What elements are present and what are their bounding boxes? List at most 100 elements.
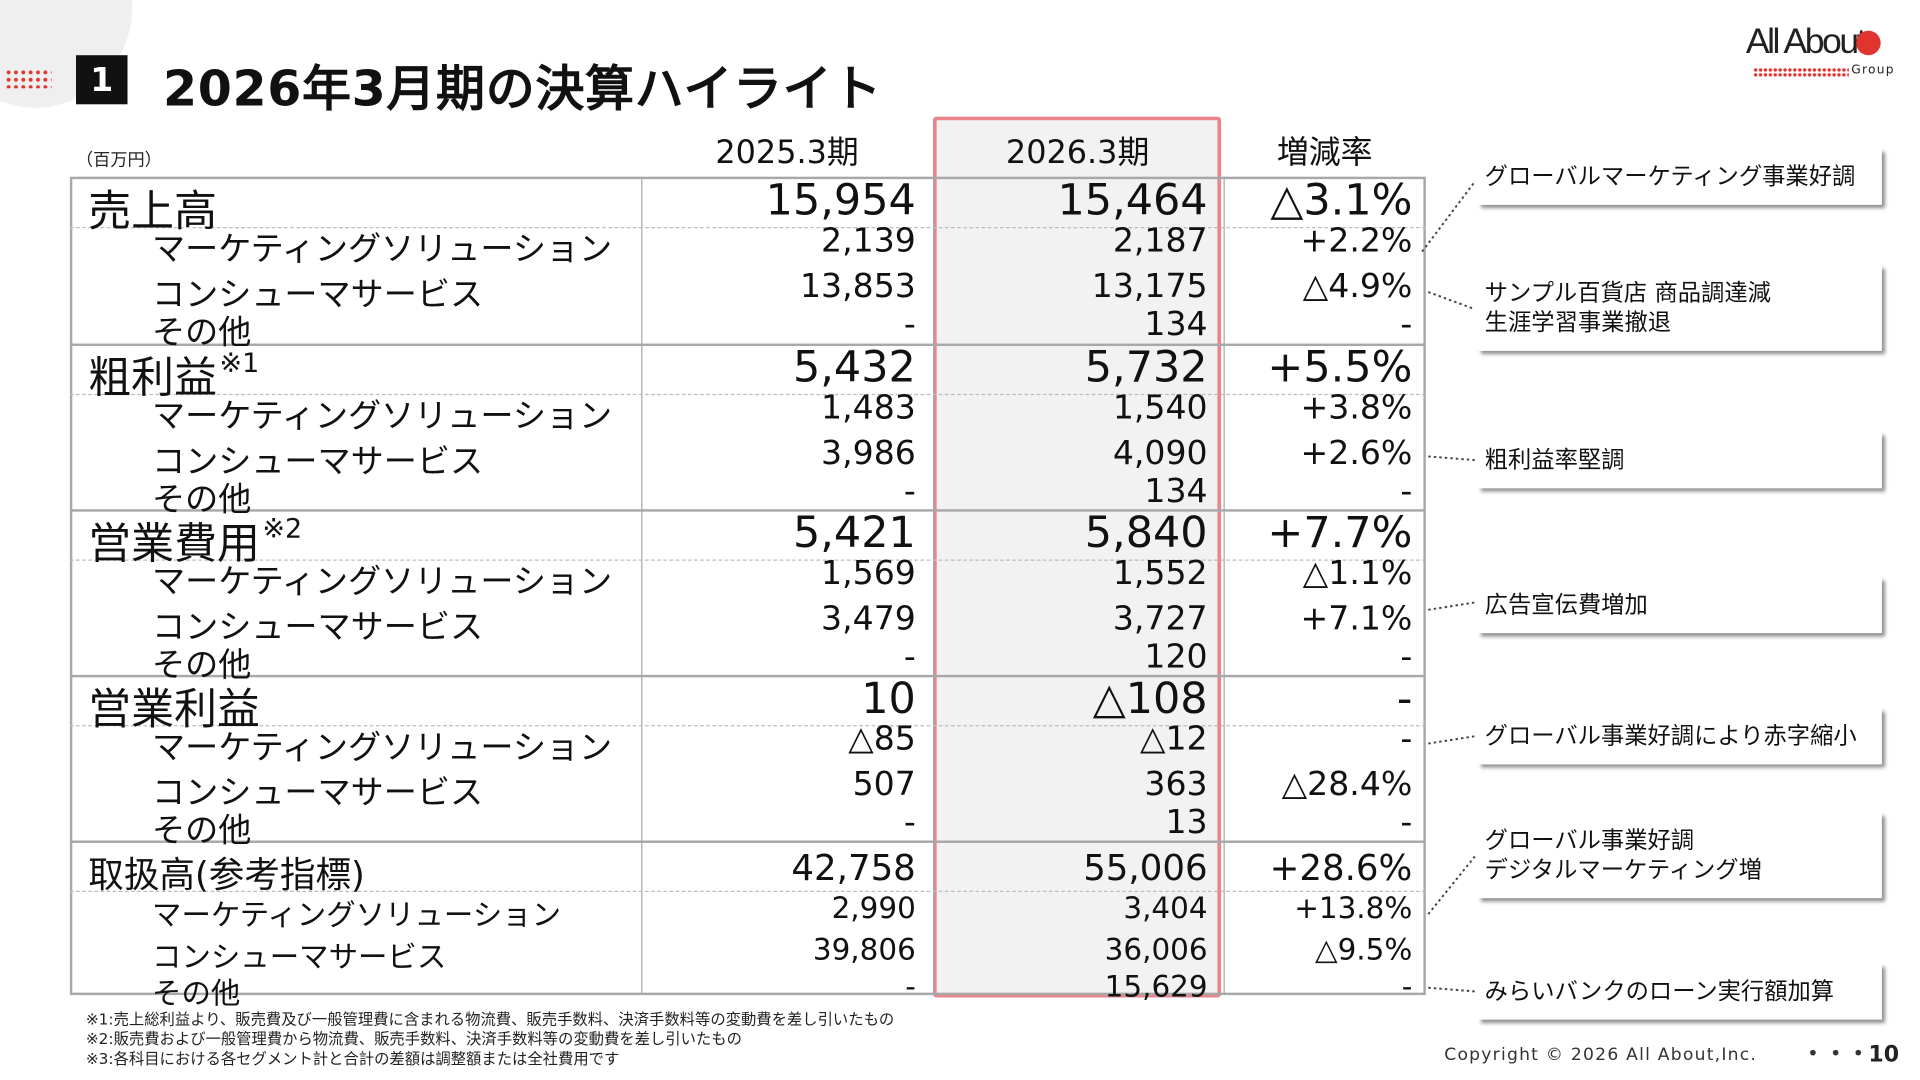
value-cell: 3,479 [821, 600, 916, 639]
value-cell: 134 [1144, 472, 1208, 511]
table-row-total: 売上高 15,954 15,464 △3.1% [0, 176, 1920, 237]
value-cell: - [1400, 305, 1413, 344]
value-cell: 15,629 [1104, 969, 1208, 1004]
value-cell: +5.5% [1267, 343, 1413, 393]
row-label-text: 売上高 [88, 187, 218, 237]
value-cell: 15,464 [1057, 176, 1208, 226]
value-cell: +2.6% [1300, 434, 1413, 473]
logo-group-label: Group [1851, 63, 1895, 78]
table-column-divider [932, 176, 935, 996]
footnote-marker: ※1 [219, 348, 260, 380]
value-cell: 5,421 [792, 509, 916, 559]
value-cell: △3.1% [1270, 176, 1413, 226]
footnote: ※1:売上総利益より、販売費及び一般管理費に含まれる物流費、販売手数料、決済手数… [85, 1009, 895, 1029]
segment-label: コンシューマサービス [152, 774, 484, 813]
value-cell: 3,404 [1123, 890, 1208, 926]
row-label: 営業費用 ※2 [88, 509, 302, 572]
unit-label: （百万円） [76, 150, 162, 171]
callout-box: グローバル事業好調 デジタルマーケティング増 [1477, 812, 1882, 899]
current-period-highlight [932, 116, 1222, 998]
page-title: 2026年3月期の決算ハイライト [163, 61, 882, 118]
value-cell: 1,483 [821, 388, 916, 427]
value-cell: △12 [1140, 720, 1208, 759]
value-cell: 507 [852, 765, 916, 804]
callout-text: グローバル事業好調 [1484, 826, 1695, 854]
segment-label: コンシューマサービス [152, 939, 447, 975]
callout-text: みらいバンクのローン実行額加算 [1484, 977, 1835, 1005]
table-row-total: 営業費用 ※2 5,421 5,840 +7.7% [0, 509, 1920, 569]
footnote: ※3:各科目における各セグメント計と合計の差額は調整額または全社費用です [85, 1049, 620, 1068]
callout-text: 粗利益率堅調 [1484, 446, 1625, 474]
value-cell: - [1401, 969, 1413, 1004]
value-cell: +13.8% [1294, 890, 1413, 926]
callout-text: 広告宣伝費増加 [1484, 591, 1648, 619]
callout-text: 生涯学習事業撤退 [1484, 309, 1672, 337]
callout-box: グローバルマーケティング事業好調 [1477, 148, 1882, 205]
value-cell: 5,432 [792, 343, 916, 393]
table-subtotal-divider [69, 393, 1426, 396]
value-cell: 1,569 [821, 554, 916, 593]
dot-pattern-decoration [4, 68, 52, 89]
section-number: 1 [76, 55, 128, 105]
footnote: ※2:販売費および一般管理費から物流費、販売手数料、決済手数料等の変動費を差し引… [85, 1029, 742, 1048]
value-cell: +7.7% [1267, 509, 1413, 559]
callout-box: グローバル事業好調により赤字縮小 [1477, 707, 1882, 765]
value-cell: - [903, 803, 916, 842]
value-cell: 120 [1144, 638, 1208, 677]
value-cell: △85 [848, 720, 916, 759]
column-header-change: 増減率 [1276, 134, 1373, 172]
value-cell: - [1396, 674, 1413, 724]
value-cell: 5,732 [1084, 343, 1208, 393]
segment-label: その他 [152, 480, 252, 520]
callout-box: サンプル百貨店 商品調達減 生涯学習事業撤退 [1477, 265, 1882, 351]
value-cell: △108 [1092, 674, 1208, 724]
table-row-total: 粗利益 ※1 5,432 5,732 +5.5% [0, 343, 1920, 404]
row-label: 売上高 [88, 177, 217, 240]
callout-box: 広告宣伝費増加 [1477, 576, 1882, 634]
value-cell: 5,840 [1084, 509, 1208, 559]
value-cell: 13,853 [799, 267, 916, 306]
segment-label: マーケティングソリューション [152, 563, 613, 602]
logo-red-dot [1856, 30, 1881, 56]
value-cell: △1.1% [1302, 554, 1413, 593]
footnote-marker: ※2 [262, 514, 303, 546]
table-column-divider [1223, 176, 1225, 996]
value-cell: 1,540 [1112, 388, 1208, 427]
value-cell: 42,758 [791, 846, 916, 889]
segment-label: その他 [152, 812, 252, 851]
logo-wordmark: All About [1745, 22, 1867, 62]
value-cell: 3,727 [1112, 600, 1208, 639]
column-header-current: 2026.3期 [1005, 134, 1150, 172]
copyright: Copyright © 2026 All About,Inc. [1444, 1045, 1758, 1066]
segment-label: コンシューマサービス [152, 276, 484, 315]
value-cell: △9.5% [1314, 932, 1413, 967]
segment-label: コンシューマサービス [152, 442, 484, 481]
value-cell: - [905, 969, 916, 1004]
callout-connector-line [1428, 986, 1475, 993]
value-cell: 39,806 [812, 932, 916, 967]
value-cell: 15,954 [765, 176, 916, 226]
page-number: 10 [1868, 1041, 1900, 1068]
value-cell: 134 [1144, 305, 1208, 344]
table-row-total: 取扱高(参考指標) 42,758 55,006 +28.6% [0, 847, 1920, 896]
value-cell: 4,090 [1112, 434, 1208, 473]
value-cell: +7.1% [1300, 600, 1413, 639]
value-cell: +28.6% [1269, 846, 1413, 889]
segment-label: マーケティングソリューション [152, 230, 613, 269]
row-label-text: 粗利益 [88, 354, 218, 404]
value-cell: +2.2% [1300, 222, 1413, 261]
table-subtotal-divider [69, 559, 1426, 561]
table-column-divider [641, 176, 643, 996]
callout-connector-line [1427, 291, 1476, 311]
value-cell: 13,175 [1091, 267, 1208, 306]
value-cell: +3.8% [1300, 388, 1413, 427]
logo-dot-pattern [1753, 67, 1849, 78]
segment-label: マーケティングソリューション [152, 898, 562, 933]
value-cell: 1,552 [1112, 554, 1208, 593]
value-cell: 55,006 [1083, 846, 1208, 889]
value-cell: - [903, 638, 916, 677]
value-cell: 2,187 [1112, 222, 1208, 261]
column-header-prior: 2025.3期 [715, 134, 859, 172]
segment-label: その他 [152, 976, 241, 1012]
callout-connector-line [1428, 735, 1476, 745]
